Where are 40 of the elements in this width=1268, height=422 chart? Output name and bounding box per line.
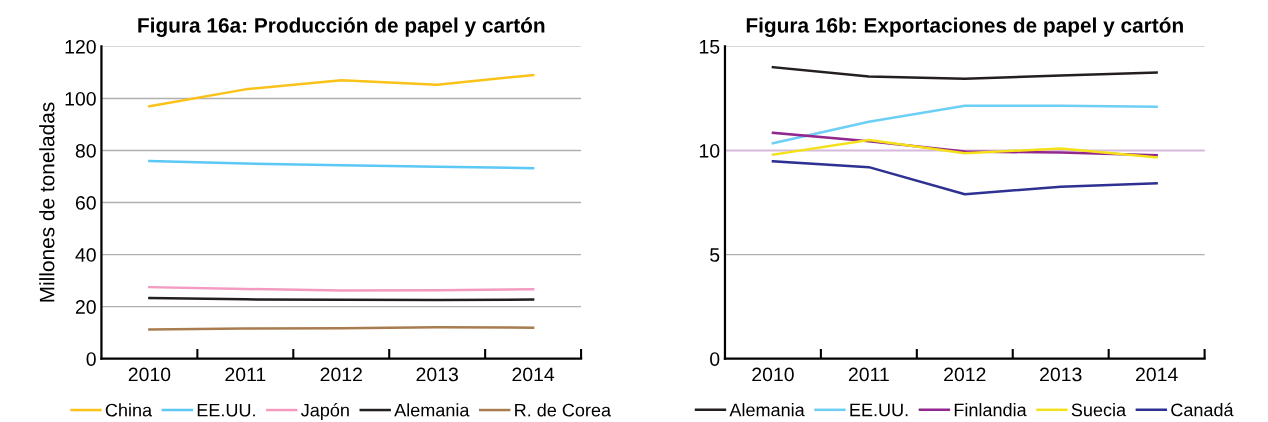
x-tick-label: 2014 (512, 367, 555, 382)
y-tick-label: 5 (710, 248, 720, 262)
x-tick-label: 2010 (128, 367, 171, 382)
legend-label: EE.UU. (197, 403, 255, 417)
y-tick-label: 15 (699, 40, 720, 54)
legend-label: China (105, 403, 153, 417)
legend-label: Canadá (1171, 402, 1234, 417)
x-tick-label: 2012 (944, 367, 986, 382)
line-series (771, 138, 1158, 159)
line-series (771, 104, 1158, 145)
line-series (148, 73, 535, 108)
chart-title: Figura 16b: Exportaciones de papel y cartón (746, 17, 1183, 37)
legend-label: Alemania (729, 403, 805, 417)
x-tick-label: 2012 (320, 367, 362, 382)
y-tick-label: 20 (75, 300, 96, 314)
y-tick-label: 80 (75, 143, 96, 158)
legend-label: EE.UU. (850, 403, 908, 417)
x-tick-label: 2010 (752, 367, 794, 382)
chart-title: Figura 16a: Producción de papel y cartón (138, 17, 545, 37)
x-tick-label: 2013 (416, 367, 458, 382)
y-tick-label: 0 (86, 352, 96, 366)
line-series (148, 159, 535, 170)
legend-label: Japón (301, 403, 349, 421)
x-tick-label: 2014 (1135, 367, 1178, 382)
y-tick-label: 120 (65, 39, 96, 54)
x-tick-label: 2011 (848, 367, 889, 382)
y-axis-title: Millones de toneladas (39, 102, 55, 302)
y-tick-label: 10 (699, 143, 720, 158)
y-tick-label: 40 (75, 248, 96, 262)
y-tick-label: 60 (75, 196, 96, 210)
line-series (771, 65, 1158, 80)
line-series (771, 160, 1158, 196)
x-tick-label: 2011 (225, 367, 266, 382)
x-tick-label: 2013 (1040, 367, 1082, 382)
legend-label: Alemania (394, 403, 470, 417)
legend-label: Suecia (1071, 403, 1127, 417)
legend-label: Finlandia (954, 403, 1027, 417)
y-tick-label: 0 (710, 352, 720, 366)
y-tick-label: 100 (65, 91, 96, 106)
legend-label: R. de Corea (515, 403, 612, 417)
